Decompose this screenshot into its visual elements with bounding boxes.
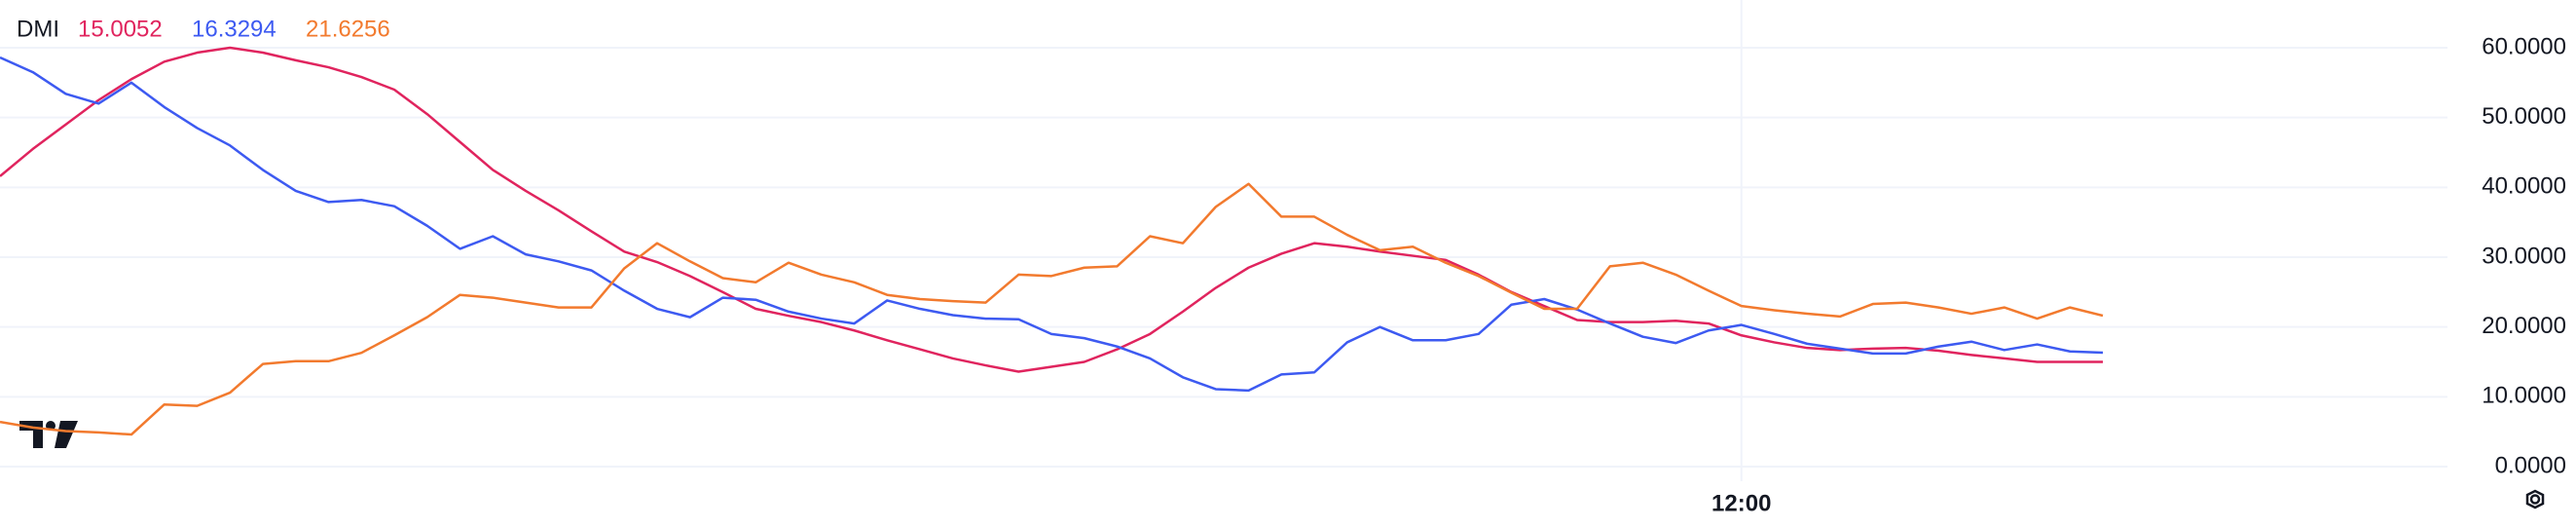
header-value: 15.0052 <box>78 16 163 42</box>
header-value: 21.6256 <box>306 16 390 42</box>
header-value: 16.3294 <box>192 16 276 42</box>
y-tick-label: 50.0000 <box>2482 103 2566 130</box>
data-line <box>0 182 2104 436</box>
y-tick-label: 20.0000 <box>2482 313 2566 339</box>
y-tick-label: 30.0000 <box>2482 243 2566 269</box>
data-line <box>0 46 2104 373</box>
chart-title: DMI <box>17 16 59 42</box>
y-tick-label: 40.0000 <box>2482 173 2566 200</box>
logo <box>19 421 78 448</box>
data-line <box>0 56 2104 393</box>
y-tick-label: 60.0000 <box>2482 33 2566 59</box>
y-tick-label: 10.0000 <box>2482 383 2566 409</box>
y-tick-label: 0.0000 <box>2495 452 2566 478</box>
x-tick-label: 12:00 <box>1711 490 1771 516</box>
settings-icon[interactable] <box>2525 489 2545 509</box>
